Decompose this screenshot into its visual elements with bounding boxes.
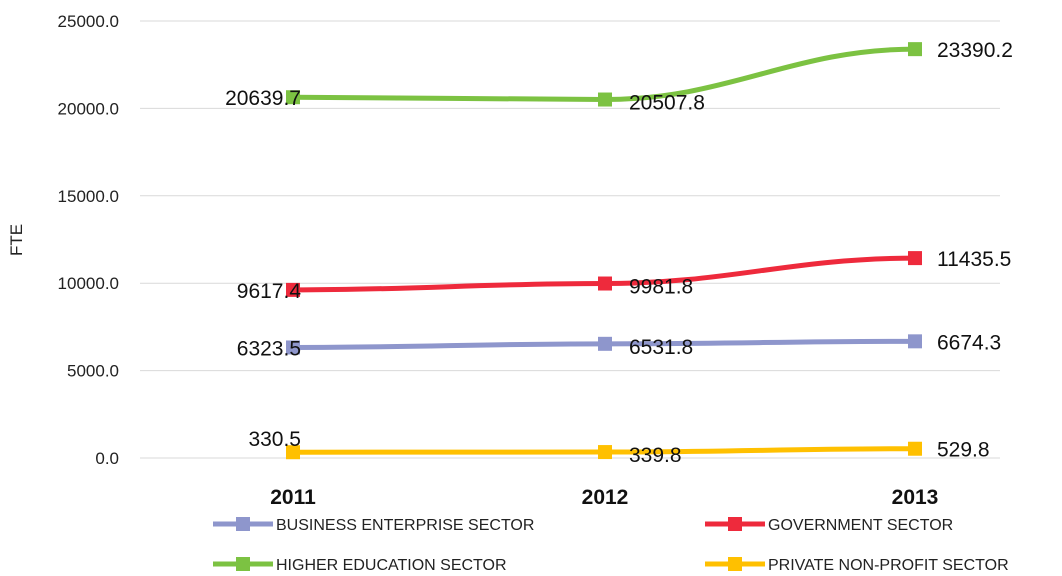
legend: BUSINESS ENTERPRISE SECTOR GOVERNMENT SEC… [213,517,1009,574]
x-axis-ticks: 2011 2012 2013 [270,486,938,509]
x-tick-label: 2011 [270,486,316,509]
legend-label: BUSINESS ENTERPRISE SECTOR [276,517,534,534]
data-label: 9617.4 [237,280,302,303]
series-0 [286,334,922,355]
data-point [598,445,612,460]
y-tick-label: 20000.0 [58,99,119,118]
legend-label: GOVERNMENT SECTOR [768,517,953,534]
data-label: 6674.3 [937,331,1001,354]
data-point [286,282,300,297]
y-tick-label: 10000.0 [58,274,119,293]
data-label: 339.8 [629,444,682,467]
data-label: 20639.7 [225,87,301,110]
data-point [286,340,300,355]
data-point [598,276,612,291]
data-label: 529.8 [937,439,990,462]
data-label: 20507.8 [629,92,705,115]
legend-swatch-marker [236,557,250,571]
legend-swatch-marker [236,517,250,531]
series-lines [286,42,922,460]
data-point [598,92,612,107]
legend-item: GOVERNMENT SECTOR [705,517,953,534]
data-point [598,336,612,351]
legend-swatch-marker [728,557,742,571]
y-tick-label: 0.0 [95,449,119,468]
y-tick-label: 25000.0 [58,12,119,31]
data-label: 6531.8 [629,336,693,359]
legend-item: PRIVATE NON-PROFIT SECTOR [705,557,1009,574]
series-1 [286,251,922,297]
legend-label: HIGHER EDUCATION SECTOR [276,557,507,574]
data-point [908,334,922,349]
data-point [908,251,922,266]
data-point [286,90,300,105]
series-line [292,46,916,103]
data-label: 6323.5 [237,337,301,360]
y-tick-label: 5000.0 [67,362,119,381]
legend-item: HIGHER EDUCATION SECTOR [213,557,507,574]
x-tick-label: 2013 [892,486,939,509]
y-axis-ticks: 0.0 5000.0 10000.0 15000.0 20000.0 25000.0 [58,12,119,468]
legend-item: BUSINESS ENTERPRISE SECTOR [213,517,534,534]
legend-label: PRIVATE NON-PROFIT SECTOR [768,557,1009,574]
series-2 [286,42,922,107]
x-tick-label: 2012 [582,486,629,509]
data-point [908,441,922,456]
data-point [908,42,922,57]
series-3 [286,441,922,460]
y-axis-title: FTE [7,224,26,256]
data-point [286,445,300,460]
legend-swatch-marker [728,517,742,531]
y-tick-label: 15000.0 [58,187,119,206]
data-labels: 6323.5 6531.8 6674.3 9617.4 9981.8 11435.5 206… [225,39,1013,467]
data-label: 330.5 [248,428,301,451]
data-label: 23390.2 [937,39,1013,62]
data-label: 11435.5 [937,248,1011,271]
data-label: 9981.8 [629,276,693,299]
